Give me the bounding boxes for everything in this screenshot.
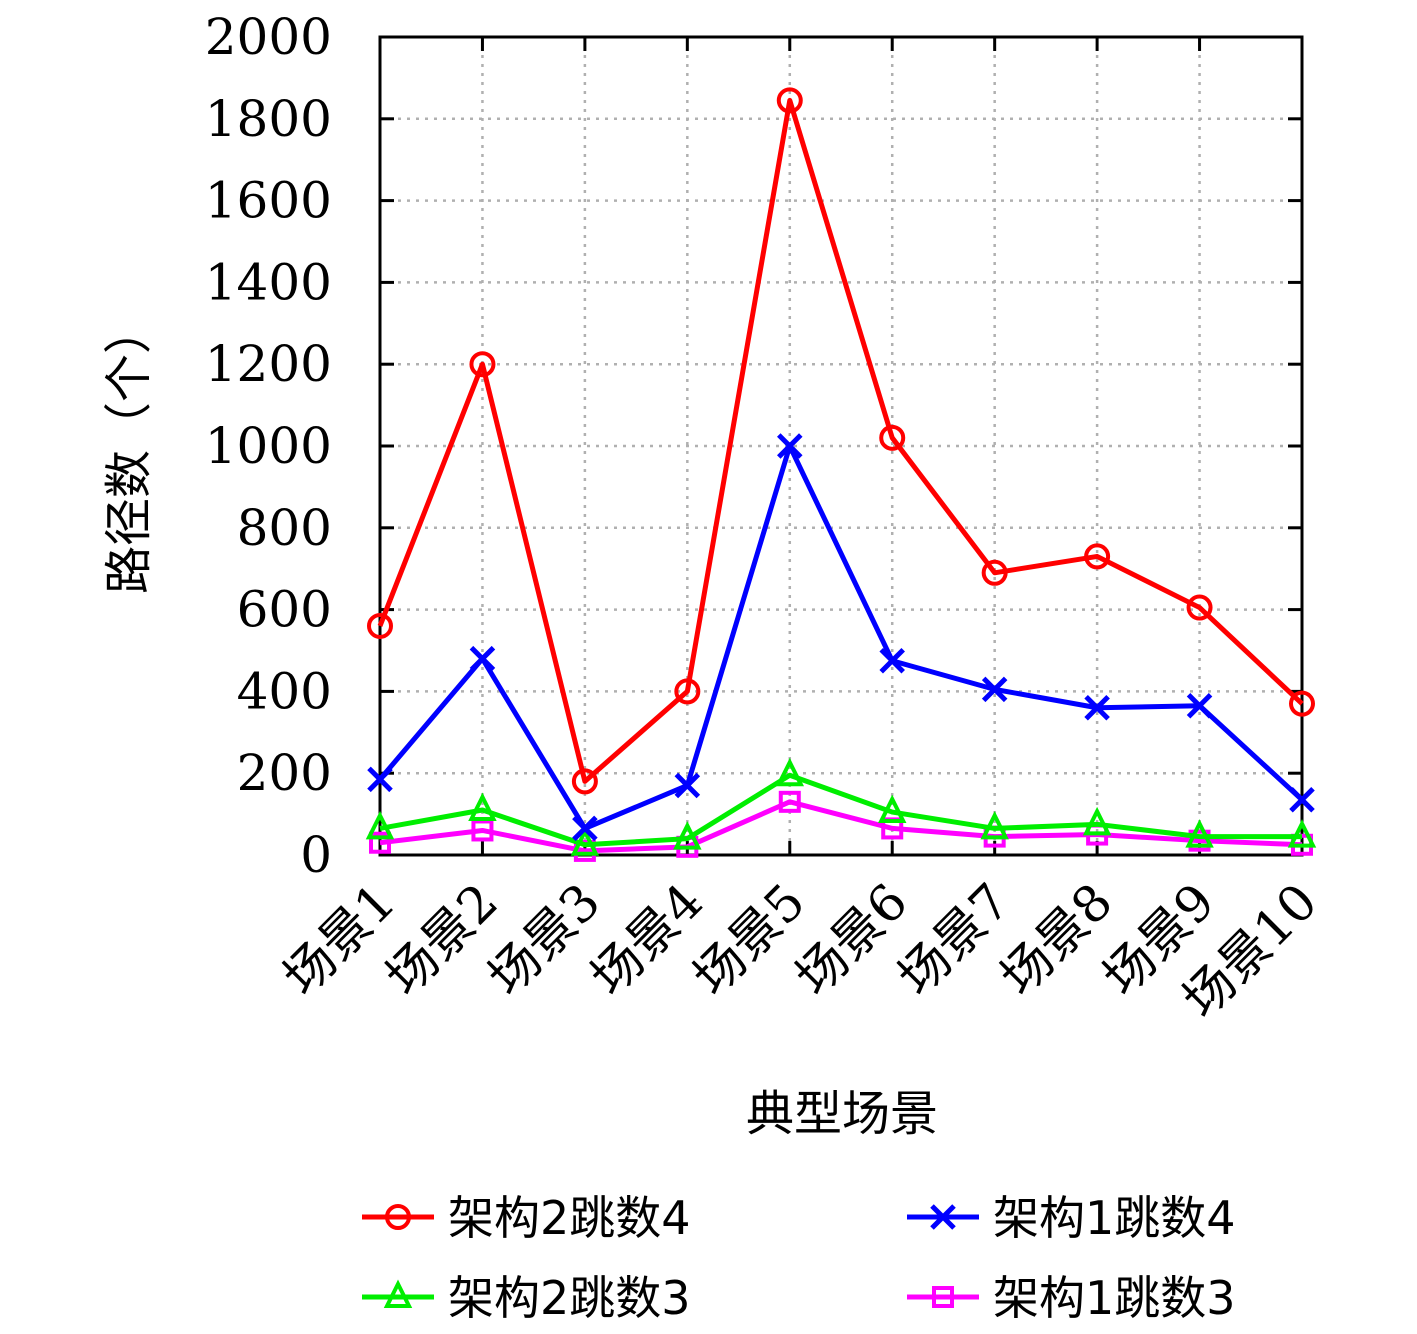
legend: 架构2跳数4 架构1跳数4 架构2跳数3 架构1跳数3: [362, 1191, 1236, 1325]
series-3: [365, 757, 1317, 856]
data-point: [981, 676, 1008, 703]
data-point: [879, 424, 906, 451]
y-tick-label: 400: [237, 662, 332, 720]
data-point: [1084, 543, 1111, 570]
legend-label: 架构1跳数4: [993, 1191, 1236, 1245]
y-tick-label: 1400: [205, 253, 332, 311]
x-tick-label: 场景7: [887, 872, 1021, 1006]
data-point: [674, 772, 701, 799]
data-point: [468, 792, 497, 822]
data-point: [469, 351, 496, 378]
y-tick-label: 1000: [205, 417, 332, 475]
series-2: [367, 433, 1315, 842]
y-tick-label: 800: [237, 499, 332, 557]
y-tick-label: 1600: [205, 172, 332, 230]
data-point: [1289, 787, 1315, 813]
data-point: [932, 1286, 954, 1308]
x-tick-label: 场景5: [682, 872, 816, 1006]
data-point: [1289, 690, 1315, 717]
data-point: [365, 810, 395, 840]
series-4: [369, 790, 1313, 862]
data-point: [775, 757, 805, 787]
x-tick-label: 场景1: [272, 872, 406, 1006]
legend-label: 架构2跳数3: [448, 1271, 691, 1325]
data-point: [776, 87, 803, 114]
data-point: [367, 612, 393, 639]
y-axis-title: 路径数（个）: [101, 306, 157, 594]
x-tick-label: 场景6: [784, 872, 918, 1006]
series-line: [378, 443, 1304, 831]
y-tick-label: 600: [237, 581, 332, 639]
grid-lines: [380, 37, 1302, 855]
data-point: [1084, 694, 1110, 721]
data-point: [1287, 819, 1317, 848]
data-point: [471, 819, 494, 842]
x-axis-title: 典型场景: [746, 1086, 938, 1142]
data-point: [469, 645, 496, 672]
x-tick-label: 场景3: [477, 872, 611, 1006]
x-tick-label: 场景8: [989, 872, 1123, 1006]
x-tick-label: 场景2: [375, 872, 509, 1006]
data-point: [981, 559, 1008, 586]
y-tick-label: 1200: [205, 335, 332, 393]
legend-item-2: 架构1跳数4: [907, 1191, 1236, 1245]
series-1: [367, 87, 1315, 795]
data-point: [1082, 806, 1112, 836]
data-point: [367, 766, 393, 793]
data-point: [879, 647, 905, 674]
data-point: [777, 433, 803, 459]
data-point: [570, 827, 600, 856]
series-group: [365, 87, 1317, 862]
y-tick-label: 200: [237, 744, 332, 802]
legend-item-1: 架构2跳数4: [362, 1191, 691, 1245]
series-line: [377, 97, 1304, 784]
data-point: [572, 815, 598, 842]
data-point: [778, 790, 801, 813]
series-line: [379, 772, 1302, 848]
data-point: [673, 821, 702, 850]
data-point: [1186, 692, 1213, 719]
legend-label: 架构2跳数4: [448, 1191, 691, 1245]
data-point: [877, 794, 907, 824]
data-point: [674, 678, 701, 705]
y-tick-label: 1800: [205, 90, 332, 148]
data-point: [369, 831, 391, 854]
legend-item-4: 架构1跳数3: [907, 1271, 1236, 1325]
data-point: [1186, 594, 1213, 621]
series-line: [379, 799, 1303, 854]
y-tick-label: 2000: [205, 8, 332, 66]
x-tick-label: 场景4: [580, 872, 714, 1006]
y-tick-label: 0: [300, 826, 332, 884]
data-point: [980, 810, 1009, 840]
legend-label: 架构1跳数3: [993, 1271, 1236, 1325]
data-point: [1185, 819, 1214, 848]
data-point: [571, 768, 598, 795]
data-point: [383, 1279, 413, 1308]
legend-item-3: 架构2跳数3: [362, 1271, 691, 1325]
data-point: [385, 1204, 411, 1230]
data-point: [930, 1204, 956, 1230]
